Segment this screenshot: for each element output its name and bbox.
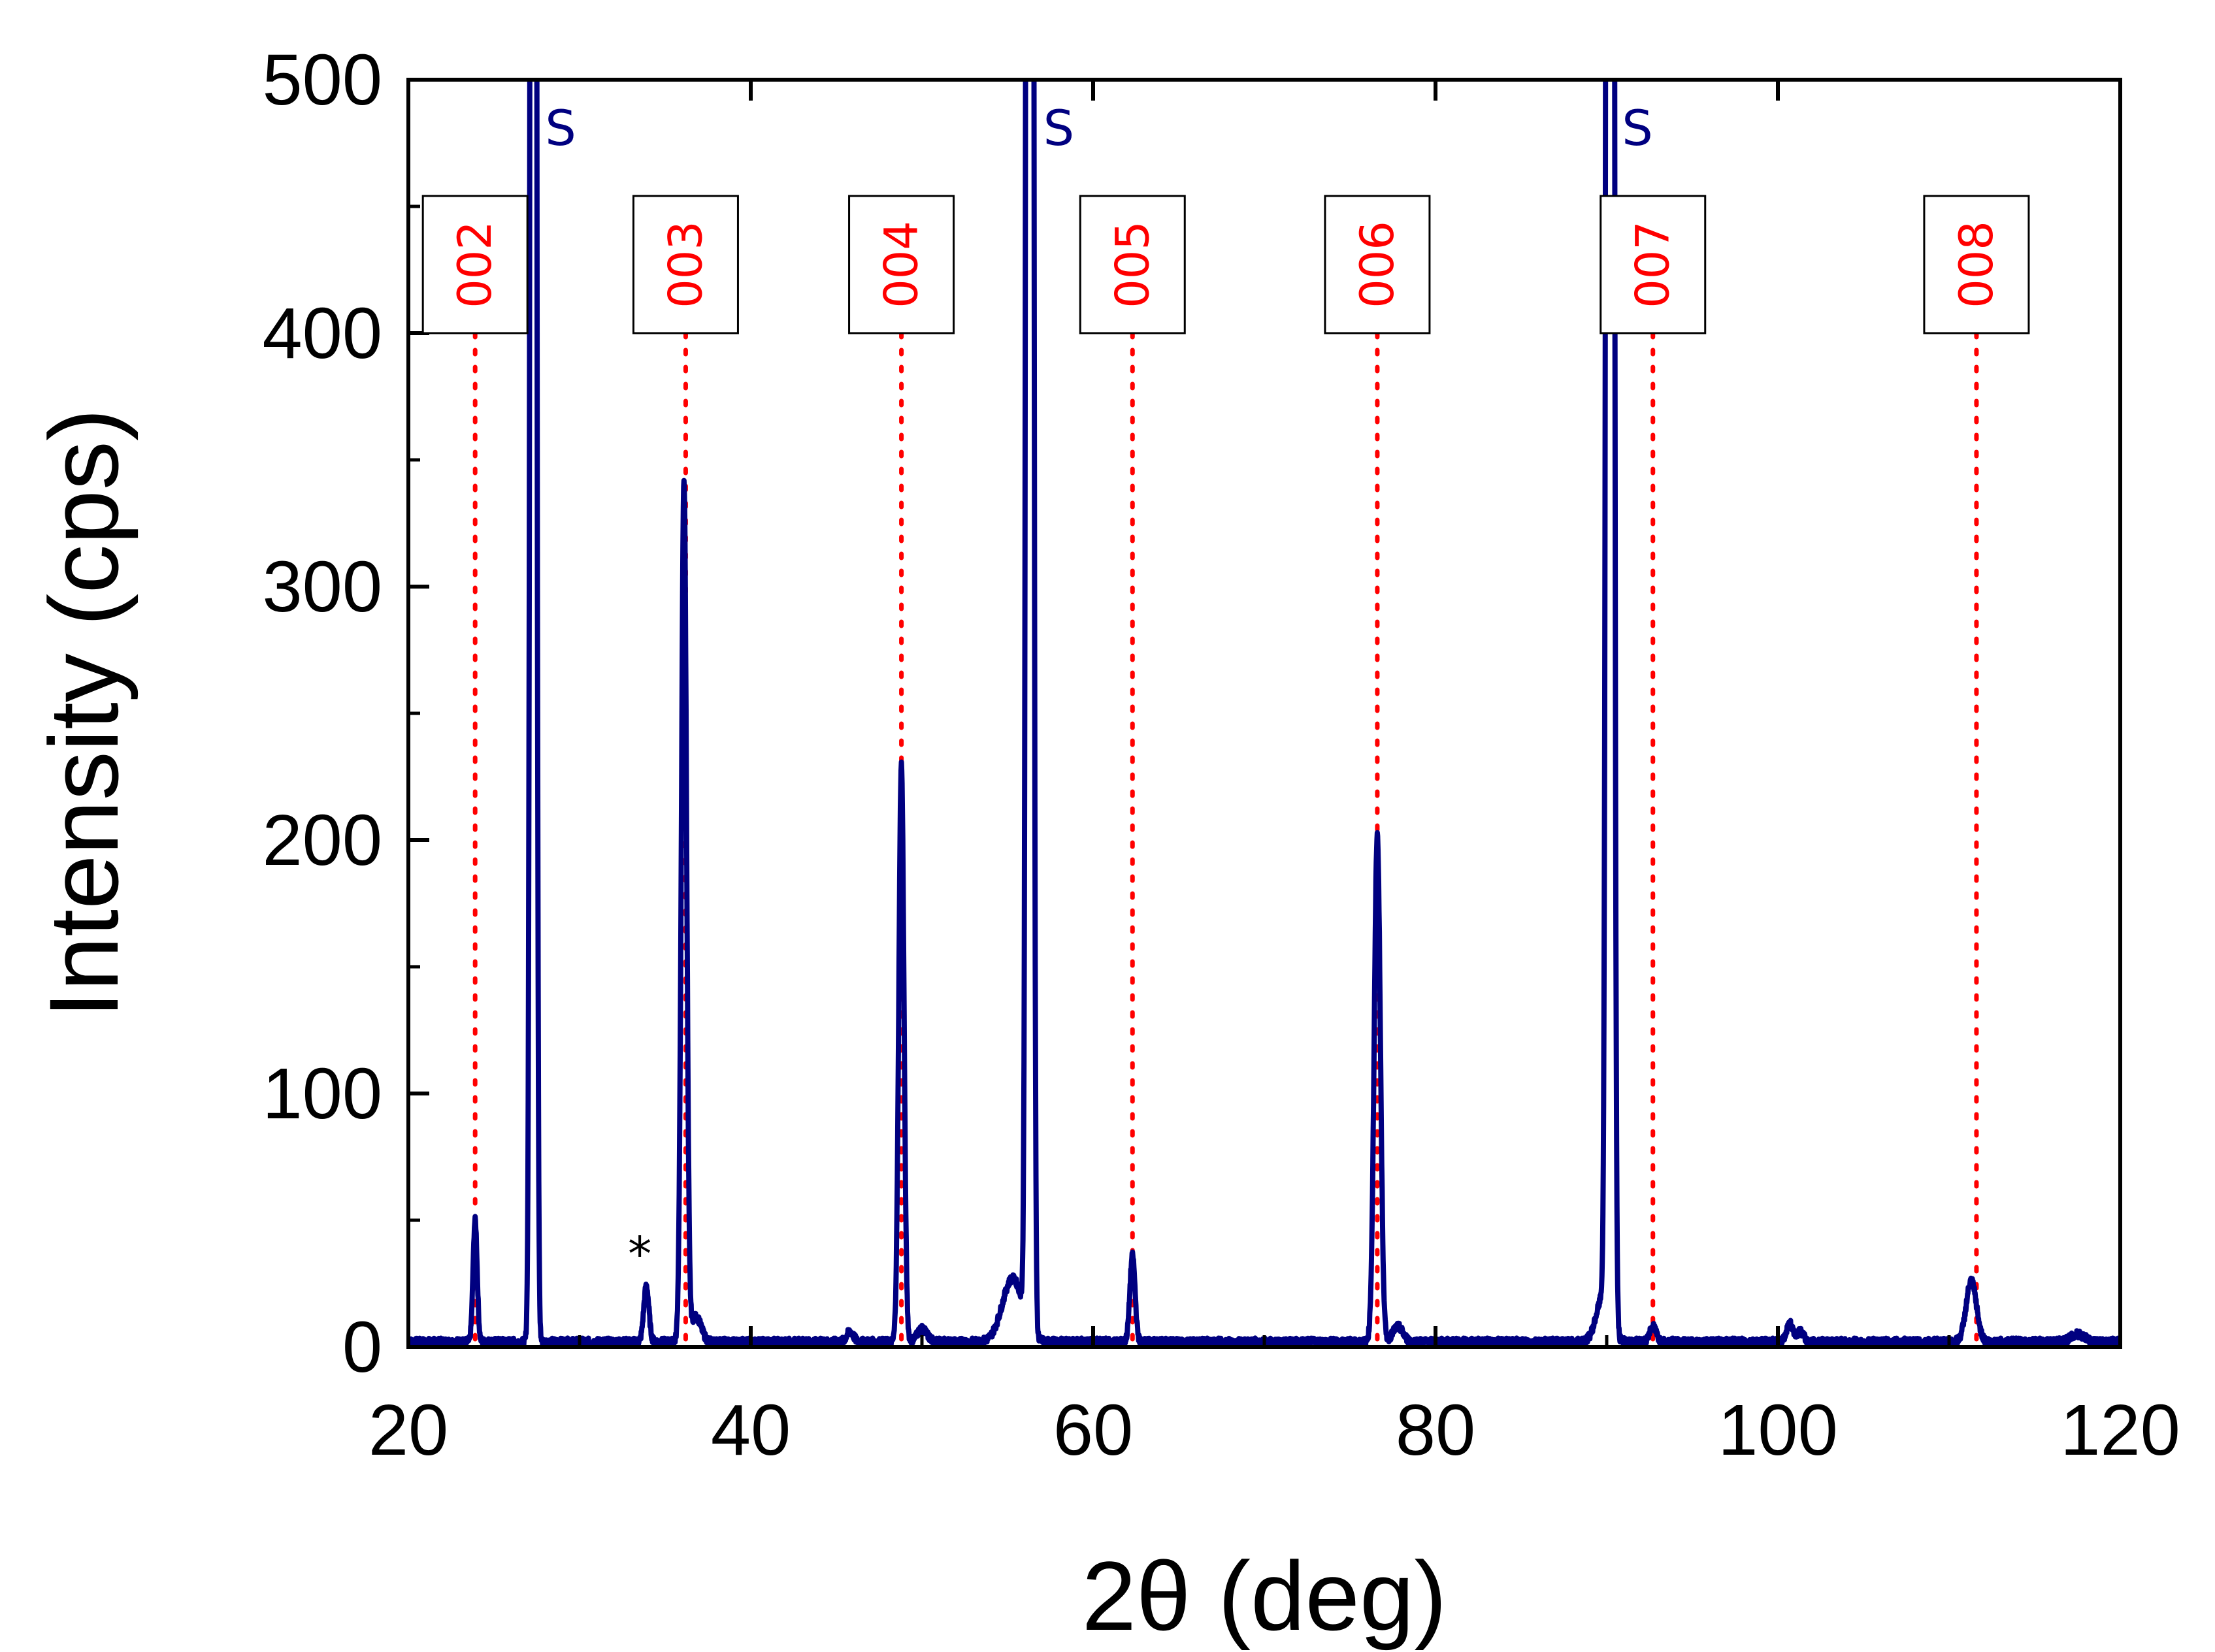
x-tick-label: 60 bbox=[1053, 1390, 1133, 1470]
hkl-label-007: 007 bbox=[1626, 221, 1680, 308]
hkl-label-box-003 bbox=[632, 195, 739, 334]
hkl-label-box-005 bbox=[1079, 195, 1186, 334]
x-tick-label: 20 bbox=[369, 1390, 448, 1470]
substrate-peak-label: S bbox=[1622, 99, 1653, 157]
y-tick-label: 300 bbox=[262, 547, 382, 627]
hkl-label-box-006 bbox=[1324, 195, 1431, 334]
hkl-label-box-007 bbox=[1600, 195, 1707, 334]
annotation-labels: 002 003 004 005 006 007 008 S S S * bbox=[421, 99, 2030, 1282]
y-tick-label: 100 bbox=[262, 1054, 382, 1134]
substrate-peak-label: S bbox=[1043, 99, 1075, 157]
hkl-label-box-002 bbox=[421, 195, 529, 334]
y-tick-label: 0 bbox=[342, 1307, 382, 1387]
hkl-label-box-008 bbox=[1923, 195, 2030, 334]
axis-ticks: 20 40 60 80 100 120 0 100 200 300 400 500 bbox=[262, 40, 2180, 1470]
x-tick-label: 40 bbox=[711, 1390, 791, 1470]
substrate-peak-label: S bbox=[545, 99, 576, 157]
x-tick-label: 80 bbox=[1396, 1390, 1475, 1470]
hkl-label-box-004 bbox=[848, 195, 955, 334]
reference-lines bbox=[472, 331, 1979, 1350]
y-axis-title: Intensity (cps) bbox=[29, 408, 139, 1018]
hkl-label-004: 004 bbox=[875, 221, 928, 308]
hkl-label-008: 008 bbox=[1950, 221, 2003, 308]
x-tick-label: 100 bbox=[1718, 1390, 1838, 1470]
y-tick-label: 500 bbox=[262, 40, 382, 120]
hkl-label-005: 005 bbox=[1106, 221, 1159, 308]
y-tick-label: 400 bbox=[262, 293, 382, 374]
x-axis-title: 2θ (deg) bbox=[1082, 1541, 1447, 1651]
hkl-label-002: 002 bbox=[448, 221, 502, 308]
hkl-label-006: 006 bbox=[1351, 221, 1404, 308]
x-tick-label: 120 bbox=[2060, 1390, 2180, 1470]
hkl-label-003: 003 bbox=[659, 221, 712, 308]
y-tick-label: 200 bbox=[262, 800, 382, 881]
impurity-peak-marker: * bbox=[628, 1227, 651, 1282]
